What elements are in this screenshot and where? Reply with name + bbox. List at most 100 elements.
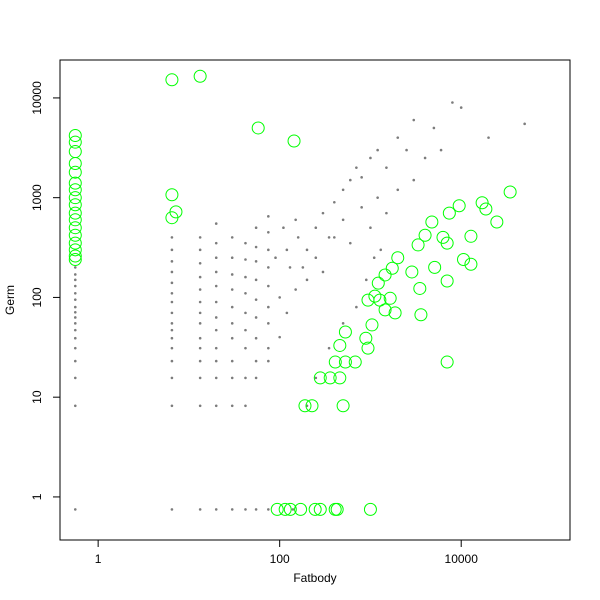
point bbox=[355, 166, 358, 169]
point bbox=[214, 316, 218, 319]
point bbox=[198, 275, 202, 279]
point bbox=[198, 261, 202, 265]
point bbox=[349, 241, 352, 245]
point bbox=[278, 335, 281, 339]
point bbox=[385, 166, 388, 169]
highlight-point bbox=[68, 236, 82, 250]
point bbox=[198, 311, 202, 315]
point bbox=[73, 273, 77, 276]
y-tick-label: 100 bbox=[30, 287, 44, 307]
point bbox=[523, 122, 526, 126]
point bbox=[230, 236, 234, 239]
point bbox=[360, 206, 363, 209]
highlight-point bbox=[365, 318, 379, 332]
point bbox=[254, 260, 258, 263]
highlight-point bbox=[338, 325, 352, 339]
point bbox=[254, 316, 258, 319]
highlight-point bbox=[391, 251, 405, 265]
point bbox=[73, 298, 77, 301]
highlight-point bbox=[457, 253, 471, 267]
point bbox=[214, 284, 218, 288]
point bbox=[73, 346, 77, 350]
highlight-point bbox=[414, 308, 428, 322]
highlight-point bbox=[368, 289, 382, 303]
highlight-point bbox=[388, 306, 402, 320]
highlight-point bbox=[305, 399, 319, 413]
point bbox=[198, 508, 202, 511]
point bbox=[451, 101, 454, 104]
point bbox=[170, 328, 174, 332]
point bbox=[423, 156, 427, 160]
highlight-point bbox=[68, 206, 82, 220]
point bbox=[376, 196, 379, 199]
point bbox=[73, 322, 77, 325]
highlight-point bbox=[503, 185, 517, 199]
highlight-point bbox=[338, 355, 352, 369]
point bbox=[355, 305, 358, 309]
point bbox=[254, 376, 258, 380]
point bbox=[267, 322, 270, 325]
point bbox=[214, 270, 218, 274]
highlight-point bbox=[442, 206, 456, 220]
point bbox=[170, 376, 174, 380]
point bbox=[285, 248, 289, 252]
point bbox=[244, 258, 247, 261]
highlight-point bbox=[68, 249, 82, 263]
point bbox=[376, 148, 379, 152]
x-tick-label: 10000 bbox=[445, 552, 479, 566]
highlight-point bbox=[251, 121, 265, 135]
point bbox=[244, 404, 247, 408]
point bbox=[487, 136, 490, 139]
point bbox=[230, 359, 234, 363]
highlight-point bbox=[333, 371, 347, 385]
highlight-point bbox=[165, 73, 179, 87]
point bbox=[296, 236, 300, 239]
point bbox=[214, 404, 218, 408]
highlight-point bbox=[440, 274, 454, 288]
point bbox=[244, 241, 247, 245]
point bbox=[254, 226, 258, 230]
point bbox=[230, 404, 234, 408]
point bbox=[198, 336, 202, 340]
point bbox=[278, 296, 281, 299]
point bbox=[214, 256, 218, 260]
highlight-point bbox=[428, 260, 442, 274]
y-tick-label: 1000 bbox=[30, 184, 44, 211]
highlight-point bbox=[378, 303, 392, 317]
point bbox=[267, 284, 270, 288]
y-tick-label: 10 bbox=[30, 390, 44, 404]
point bbox=[198, 288, 202, 291]
point bbox=[198, 376, 202, 380]
point bbox=[305, 278, 309, 282]
highlight-point bbox=[68, 221, 82, 235]
point bbox=[341, 188, 345, 192]
point bbox=[254, 278, 258, 282]
highlight-point bbox=[68, 198, 82, 212]
point bbox=[254, 359, 258, 363]
point bbox=[274, 256, 277, 260]
point bbox=[360, 176, 363, 179]
y-tick-label: 1 bbox=[30, 493, 44, 500]
point bbox=[230, 305, 234, 309]
point bbox=[214, 222, 218, 225]
point bbox=[254, 298, 258, 301]
point bbox=[170, 404, 174, 408]
highlight-point bbox=[68, 191, 82, 205]
point bbox=[230, 508, 234, 511]
highlight-point bbox=[68, 253, 82, 267]
highlight-point bbox=[336, 399, 350, 413]
highlight-point bbox=[298, 399, 312, 413]
point bbox=[170, 236, 174, 239]
point bbox=[396, 188, 400, 192]
point bbox=[73, 278, 77, 282]
x-tick-label: 100 bbox=[270, 552, 290, 566]
point bbox=[198, 346, 202, 350]
highlight-point bbox=[283, 502, 297, 516]
point bbox=[254, 336, 258, 340]
point bbox=[372, 256, 376, 260]
point bbox=[267, 248, 270, 252]
point bbox=[73, 359, 77, 363]
highlight-point bbox=[323, 371, 337, 385]
point bbox=[170, 359, 174, 363]
